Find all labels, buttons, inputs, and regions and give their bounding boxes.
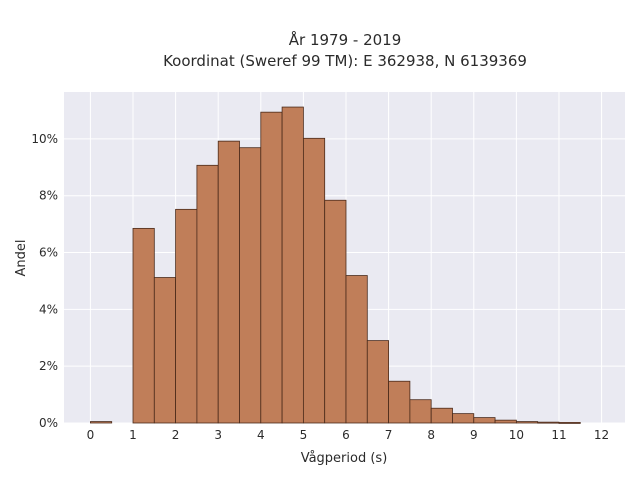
y-tick-label-2: 4% xyxy=(39,302,58,316)
x-tick-label-11: 11 xyxy=(551,428,566,442)
histogram-bar-4 xyxy=(175,208,198,424)
histogram-bar-15 xyxy=(409,399,432,424)
y-tick-label-0: 0% xyxy=(39,416,58,430)
histogram-bar-11 xyxy=(324,199,347,424)
chart-title-line-1: År 1979 - 2019 xyxy=(289,30,402,49)
histogram-bar-21 xyxy=(537,421,560,424)
x-tick-label-12: 12 xyxy=(594,428,609,442)
bars xyxy=(90,106,581,424)
y-tick-labels: 0% 2% 4% 6% 8% 10% xyxy=(31,132,58,430)
histogram-bar-16 xyxy=(430,407,453,424)
histogram-bar-0 xyxy=(90,421,113,424)
x-tick-label-3: 3 xyxy=(214,428,222,442)
x-tick-label-7: 7 xyxy=(385,428,393,442)
y-tick-label-3: 6% xyxy=(39,246,58,260)
x-tick-labels: 0 1 2 3 4 5 6 7 8 9 10 11 12 xyxy=(87,428,610,442)
histogram-bar-6 xyxy=(217,140,240,424)
x-tick-label-1: 1 xyxy=(129,428,137,442)
histogram-bar-8 xyxy=(260,111,283,424)
y-axis-label: Andel xyxy=(14,240,29,277)
x-tick-label-10: 10 xyxy=(509,428,524,442)
histogram-bar-10 xyxy=(302,137,326,424)
histogram-bar-14 xyxy=(388,380,411,424)
histogram-bar-17 xyxy=(452,413,475,424)
histogram-bar-19 xyxy=(494,419,517,424)
chart-title-line-2: Koordinat (Sweref 99 TM): E 362938, N 61… xyxy=(163,52,527,70)
x-tick-label-5: 5 xyxy=(300,428,308,442)
histogram-bar-5 xyxy=(196,164,219,424)
histogram-bar-7 xyxy=(239,147,262,424)
histogram-bar-2 xyxy=(132,227,155,424)
x-tick-label-0: 0 xyxy=(87,428,95,442)
histogram-bar-18 xyxy=(473,417,496,424)
x-tick-label-8: 8 xyxy=(427,428,435,442)
x-tick-label-9: 9 xyxy=(470,428,478,442)
y-tick-label-1: 2% xyxy=(39,359,58,373)
x-tick-label-4: 4 xyxy=(257,428,265,442)
histogram-bar-12 xyxy=(345,275,368,424)
histogram-bar-9 xyxy=(281,106,304,424)
y-tick-label-4: 8% xyxy=(39,189,58,203)
histogram-bar-20 xyxy=(515,421,539,424)
x-tick-label-2: 2 xyxy=(172,428,180,442)
x-axis-label: Vågperiod (s) xyxy=(301,451,388,466)
histogram-bar-3 xyxy=(153,277,177,424)
x-tick-label-6: 6 xyxy=(342,428,350,442)
histogram-bar-22 xyxy=(558,422,581,424)
y-tick-label-5: 10% xyxy=(31,132,58,146)
histogram-bar-13 xyxy=(366,340,389,424)
